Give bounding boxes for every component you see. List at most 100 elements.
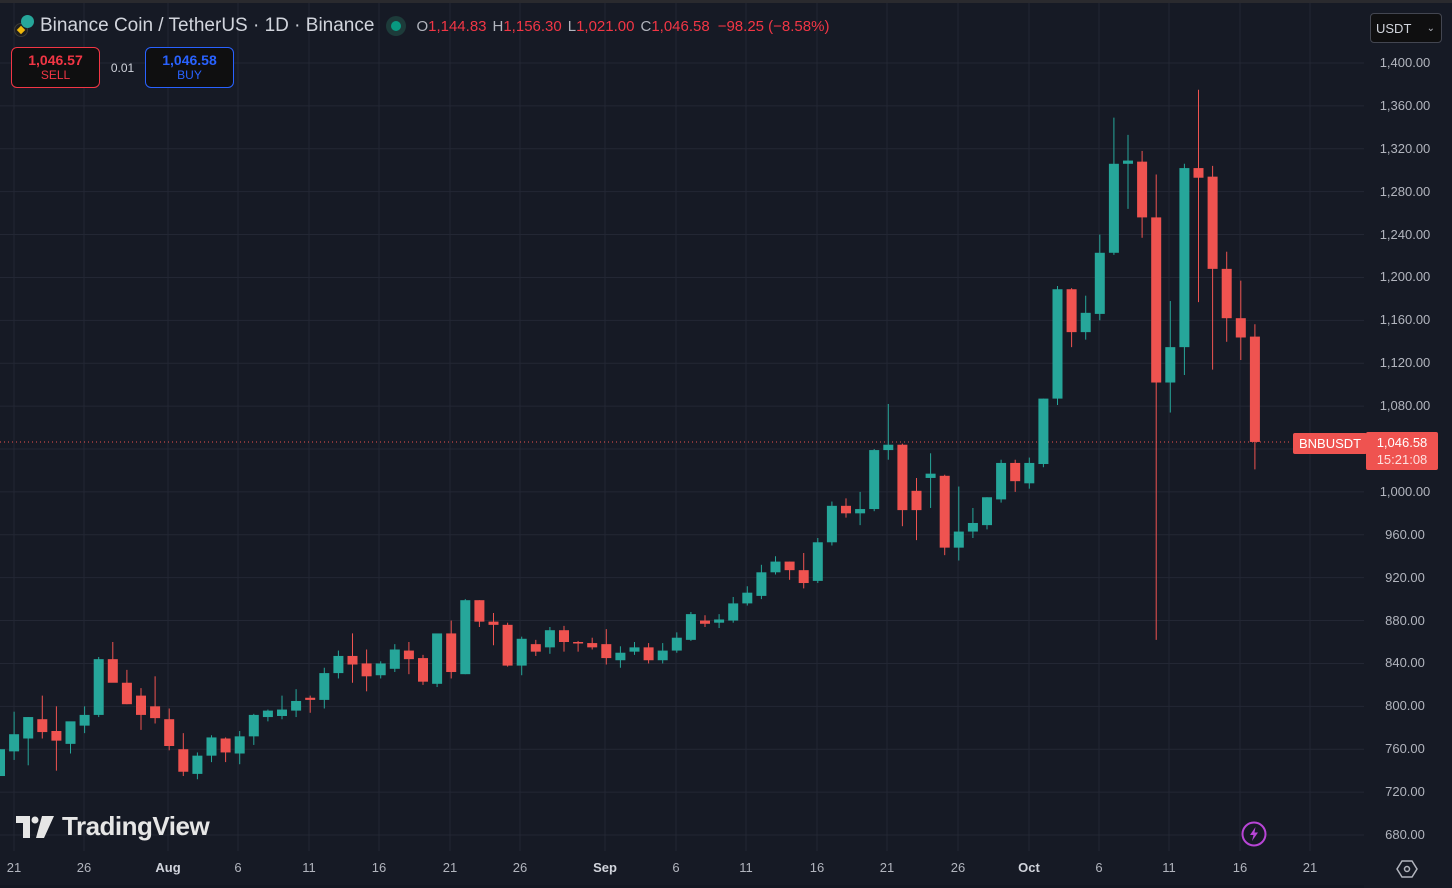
candle[interactable] (516, 636, 527, 676)
candle[interactable] (446, 620, 457, 679)
candle[interactable] (869, 449, 880, 512)
candle[interactable] (65, 721, 76, 754)
candle[interactable] (262, 709, 273, 722)
candle[interactable] (939, 474, 950, 556)
currency-select[interactable]: USDT ⌄ (1370, 13, 1442, 43)
candle[interactable] (418, 654, 428, 685)
candle[interactable] (826, 501, 837, 546)
candle[interactable] (1080, 295, 1091, 340)
settings-hexagon-icon[interactable] (1396, 859, 1418, 879)
candle[interactable] (432, 633, 443, 688)
candle[interactable] (784, 561, 795, 580)
candle[interactable] (1221, 251, 1232, 342)
candle[interactable] (23, 717, 34, 766)
candle[interactable] (996, 459, 1007, 503)
candle[interactable] (9, 711, 20, 760)
candle[interactable] (220, 737, 231, 763)
symbol-title[interactable]: Binance Coin / TetherUS · 1D · Binance (40, 15, 375, 36)
candle[interactable] (1123, 134, 1133, 209)
candle[interactable] (587, 637, 598, 650)
candle[interactable] (488, 613, 499, 646)
candle[interactable] (234, 730, 245, 765)
candle[interactable] (291, 689, 302, 718)
candle[interactable] (333, 650, 344, 679)
candle[interactable] (277, 695, 287, 720)
candle[interactable] (1094, 234, 1105, 321)
candle[interactable] (164, 708, 175, 751)
candle[interactable] (206, 735, 217, 763)
candle[interactable] (728, 596, 739, 623)
candle[interactable] (474, 600, 485, 627)
candle[interactable] (502, 622, 513, 667)
candle[interactable] (107, 642, 118, 683)
candle[interactable] (178, 733, 189, 777)
candle[interactable] (601, 629, 612, 665)
candle[interactable] (742, 586, 753, 606)
candle[interactable] (1137, 150, 1148, 238)
candle[interactable] (925, 453, 936, 508)
candle[interactable] (51, 706, 62, 771)
candle[interactable] (0, 749, 5, 777)
candle[interactable] (756, 564, 767, 600)
candle[interactable] (897, 443, 908, 527)
candle[interactable] (347, 633, 358, 683)
candle[interactable] (714, 614, 725, 629)
candle[interactable] (530, 639, 541, 656)
candle[interactable] (573, 640, 584, 652)
candle[interactable] (911, 477, 922, 541)
candle[interactable] (121, 669, 132, 705)
candle[interactable] (1235, 280, 1246, 361)
candle[interactable] (1179, 163, 1190, 376)
tradingview-logo[interactable]: TradingView (16, 811, 210, 842)
candle[interactable] (1038, 398, 1049, 468)
sell-button[interactable]: 1,046.57 SELL (11, 47, 100, 88)
candle[interactable] (643, 643, 654, 664)
candle[interactable] (685, 611, 696, 641)
market-open-dot-icon[interactable] (386, 16, 407, 36)
candle[interactable] (460, 599, 471, 675)
candle[interactable] (136, 688, 146, 730)
candle[interactable] (798, 553, 809, 589)
candle[interactable] (883, 403, 894, 460)
candle[interactable] (1165, 301, 1176, 413)
candle[interactable] (967, 507, 978, 538)
candle[interactable] (1108, 117, 1119, 255)
candle[interactable] (375, 661, 386, 679)
candle[interactable] (559, 625, 569, 652)
candle[interactable] (305, 695, 316, 713)
candle[interactable] (93, 657, 104, 718)
candle[interactable] (1066, 288, 1077, 348)
candle[interactable] (389, 644, 400, 673)
candlestick-plot[interactable] (0, 3, 1452, 888)
candle[interactable] (37, 695, 48, 739)
candle[interactable] (361, 649, 372, 692)
candle[interactable] (1052, 286, 1063, 406)
candle[interactable] (1151, 174, 1162, 640)
candle[interactable] (1010, 459, 1021, 492)
candle[interactable] (248, 713, 259, 745)
candle[interactable] (770, 556, 781, 575)
candle[interactable] (544, 626, 555, 654)
candle[interactable] (1193, 89, 1204, 303)
candle[interactable] (629, 642, 640, 655)
candle[interactable] (403, 642, 414, 675)
candle[interactable] (812, 537, 823, 584)
candle[interactable] (79, 706, 90, 734)
candle[interactable] (1024, 457, 1035, 489)
buy-button[interactable]: 1,046.58 BUY (145, 47, 234, 88)
candle[interactable] (1207, 165, 1218, 370)
candle[interactable] (192, 752, 203, 780)
candle[interactable] (841, 498, 851, 518)
candle[interactable] (657, 643, 668, 664)
candle[interactable] (953, 486, 964, 561)
candle[interactable] (615, 646, 626, 668)
candle[interactable] (1249, 324, 1260, 470)
candle[interactable] (319, 667, 330, 709)
candle[interactable] (671, 632, 682, 653)
candle[interactable] (982, 497, 992, 530)
candle[interactable] (150, 676, 161, 724)
candle[interactable] (700, 615, 710, 627)
lightning-icon[interactable] (1241, 821, 1267, 847)
candle[interactable] (855, 491, 866, 526)
